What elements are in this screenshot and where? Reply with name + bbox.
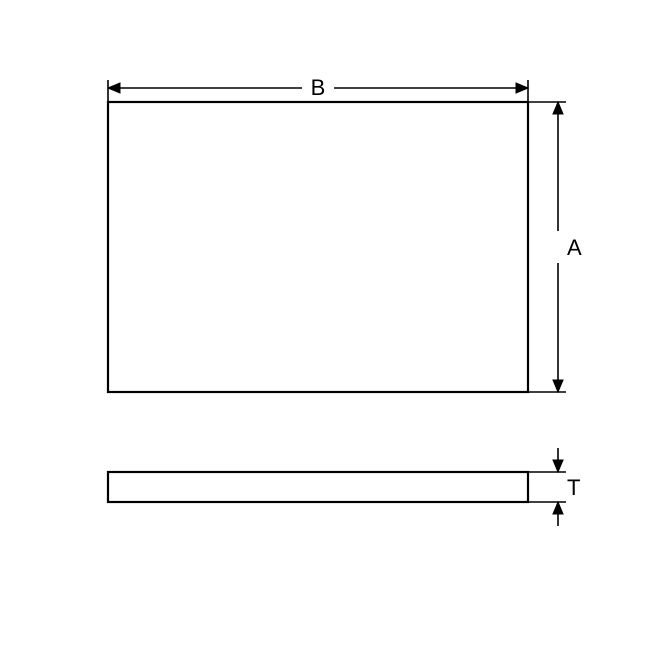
plate-side-view	[108, 472, 528, 502]
dim-label-A: A	[567, 235, 582, 260]
plate-top-view	[108, 102, 528, 392]
dim-label-T: T	[567, 475, 580, 500]
dim-label-B: B	[311, 75, 326, 100]
dimension-diagram: B A T	[0, 0, 670, 670]
